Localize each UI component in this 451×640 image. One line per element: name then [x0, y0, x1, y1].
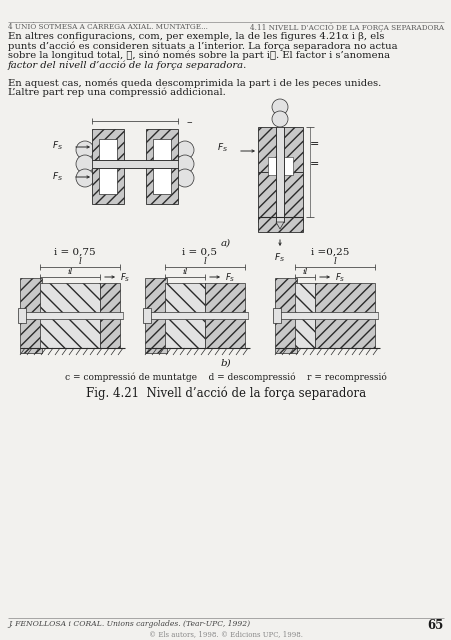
Text: $F_S$: $F_S$	[225, 272, 235, 285]
Bar	[272, 308, 281, 323]
Text: L’altre part rep una compressió addicional.: L’altre part rep una compressió addicion…	[8, 88, 225, 97]
Text: c = compressió de muntatge    d = descompressió    r = recompressió: c = compressió de muntatge d = descompre…	[65, 373, 386, 383]
Text: b): b)	[220, 359, 231, 368]
Text: l: l	[203, 257, 206, 266]
Bar	[40, 283, 100, 348]
Circle shape	[76, 141, 94, 159]
Text: i =0,25: i =0,25	[310, 248, 349, 257]
Circle shape	[175, 141, 193, 159]
Bar	[314, 283, 374, 348]
Text: =: =	[309, 159, 319, 169]
Circle shape	[272, 99, 287, 115]
Text: i = 0,75: i = 0,75	[54, 248, 96, 257]
Text: En altres configuracions, com, per exemple, la de les figures 4.21α i β, els: En altres configuracions, com, per exemp…	[8, 32, 383, 41]
Bar	[146, 129, 178, 204]
Text: 65: 65	[427, 619, 443, 632]
Text: a): a)	[221, 239, 230, 248]
Text: © Els autors, 1998. © Edicions UPC, 1998.: © Els autors, 1998. © Edicions UPC, 1998…	[149, 630, 302, 638]
Bar	[100, 283, 120, 348]
Text: 4.11 NIVELL D’ACCIÓ DE LA FORÇA SEPARADORA: 4.11 NIVELL D’ACCIÓ DE LA FORÇA SEPARADO…	[249, 23, 443, 32]
Text: $F_S$: $F_S$	[52, 139, 63, 152]
Bar	[205, 283, 244, 348]
Bar	[279, 312, 377, 319]
Text: $F_S$: $F_S$	[216, 142, 227, 154]
Bar	[165, 283, 205, 348]
Text: –: –	[187, 117, 192, 127]
Text: factor del nivell d’acció de la força separadora.: factor del nivell d’acció de la força se…	[8, 61, 247, 70]
Circle shape	[272, 111, 287, 127]
Text: Fig. 4.21  Nivell d’acció de la força separadora: Fig. 4.21 Nivell d’acció de la força sep…	[86, 387, 365, 401]
Circle shape	[76, 169, 94, 187]
Text: l: l	[333, 257, 336, 266]
Text: En aquest cas, només queda descomprimida la part i de les peces unides.: En aquest cas, només queda descomprimida…	[8, 78, 380, 88]
Bar	[152, 139, 170, 194]
Text: sobre la longitud total, ℓ, sinó només sobre la part iℓ. El factor i s’anomena: sobre la longitud total, ℓ, sinó només s…	[8, 51, 389, 61]
Bar	[92, 129, 124, 204]
Bar	[258, 172, 302, 222]
Bar	[143, 308, 151, 323]
Bar	[25, 312, 123, 319]
Bar	[92, 160, 178, 168]
Bar	[276, 127, 283, 222]
Bar	[258, 127, 302, 172]
Bar	[145, 278, 166, 353]
Circle shape	[175, 155, 193, 173]
Text: J. FENOLLOSA i CORAL. Unions cargolades. (Tear-UPC, 1992): J. FENOLLOSA i CORAL. Unions cargolades.…	[8, 620, 249, 628]
Bar	[99, 139, 117, 194]
Text: i = 0,5: i = 0,5	[182, 248, 217, 257]
Text: $F_S$: $F_S$	[274, 252, 285, 264]
Bar	[150, 312, 248, 319]
Text: $F_S$: $F_S$	[120, 272, 130, 285]
Text: il: il	[67, 268, 73, 276]
Polygon shape	[276, 222, 283, 229]
Text: il: il	[302, 268, 307, 276]
Circle shape	[76, 155, 94, 173]
Text: =: =	[309, 139, 319, 149]
Circle shape	[175, 169, 193, 187]
Bar	[274, 278, 296, 353]
Text: l: l	[78, 257, 81, 266]
Bar	[295, 283, 314, 348]
Text: $F_S$: $F_S$	[334, 272, 345, 285]
Text: 4 UNIÓ SOTMESA A CÀRREGA AXIAL. MUNTATGE...: 4 UNIÓ SOTMESA A CÀRREGA AXIAL. MUNTATGE…	[8, 23, 207, 31]
Bar	[18, 308, 26, 323]
Bar	[258, 217, 302, 232]
Bar	[267, 157, 292, 175]
Text: il: il	[182, 268, 187, 276]
Text: punts d’acció es consideren situats a l’interior. La força separadora no actua: punts d’acció es consideren situats a l’…	[8, 42, 397, 51]
Bar	[20, 278, 42, 353]
Text: $F_S$: $F_S$	[52, 171, 63, 183]
